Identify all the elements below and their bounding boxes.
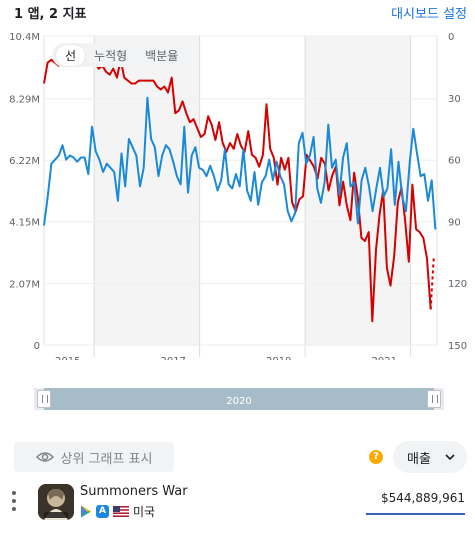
year-band	[94, 36, 200, 345]
y-left-tick-label: 6.22M	[9, 156, 40, 167]
help-icon[interactable]: ?	[369, 450, 383, 464]
toggle-stacked[interactable]: 누적형	[94, 48, 128, 63]
x-tick-label: 2021	[372, 356, 397, 360]
toggle-percent[interactable]: 백분율	[145, 48, 179, 63]
country-label: 미국	[133, 504, 156, 519]
y-right-tick-label: 30	[448, 94, 461, 105]
dashboard-settings-link[interactable]: 대시보드 설정	[391, 7, 467, 22]
app-name[interactable]: Summoners War	[80, 484, 188, 499]
summoners-war-artwork	[38, 484, 74, 520]
us-flag-icon	[113, 505, 129, 517]
y-left-tick-label: 10.4M	[9, 32, 40, 43]
metric-dropdown-value: 매출	[407, 451, 431, 467]
line-chart: 10.4M 8.29M 6.22M 4.15M 2.07M 0 0 30 60 90 120 150 2…	[9, 32, 467, 360]
show-top-graph-label: 상위 그래프 표시	[60, 451, 153, 467]
eye-icon	[35, 452, 54, 462]
revenue-projection-line	[429, 255, 435, 310]
app-store-row: A 미국	[80, 503, 159, 519]
y-left-tick-label: 0	[34, 341, 40, 352]
metric-dropdown[interactable]: 매출	[393, 441, 467, 473]
x-tick-label: 2017	[161, 356, 186, 360]
time-range-scrubber[interactable]: 2020	[34, 388, 444, 410]
app-revenue-value: $544,889,961	[381, 491, 465, 505]
y-right-tick-label: 150	[448, 341, 467, 352]
y-right-tick-label: 90	[448, 217, 461, 228]
drag-handle-icon[interactable]	[11, 491, 17, 515]
scrubber-year-label: 2020	[226, 396, 252, 407]
scrubber-right-handle[interactable]	[427, 390, 441, 408]
chart-view-toggle: 선 누적형 백분율	[52, 43, 192, 67]
y-right-tick-label: 0	[448, 32, 454, 43]
page-title: 1 앱, 2 지표	[14, 7, 87, 22]
show-top-graph-button[interactable]: 상위 그래프 표시	[14, 442, 174, 472]
year-bands	[43, 35, 438, 357]
y-right-tick-label: 60	[448, 156, 461, 167]
y-left-tick-label: 2.07M	[9, 279, 40, 290]
y-right-tick-label: 120	[448, 279, 467, 290]
chevron-down-icon	[445, 454, 455, 460]
app-store-icon: A	[96, 504, 109, 518]
revenue-line	[43, 49, 432, 323]
app-series-color-line	[366, 513, 465, 515]
y-left-tick-label: 8.29M	[9, 95, 40, 106]
scrubber-selected-range[interactable]: 2020	[44, 388, 434, 410]
toggle-line[interactable]: 선	[56, 44, 86, 66]
axis-tick-labels: 10.4M 8.29M 6.22M 4.15M 2.07M 0 0 30 60 90 120 150 2…	[9, 32, 467, 360]
x-tick-label: 2019	[266, 356, 291, 360]
y-left-tick-label: 4.15M	[9, 218, 40, 229]
scrubber-left-handle[interactable]	[37, 390, 51, 408]
chart-series	[43, 49, 437, 323]
app-icon[interactable]	[38, 484, 74, 520]
rank-line	[43, 96, 437, 230]
google-play-icon	[81, 505, 91, 517]
